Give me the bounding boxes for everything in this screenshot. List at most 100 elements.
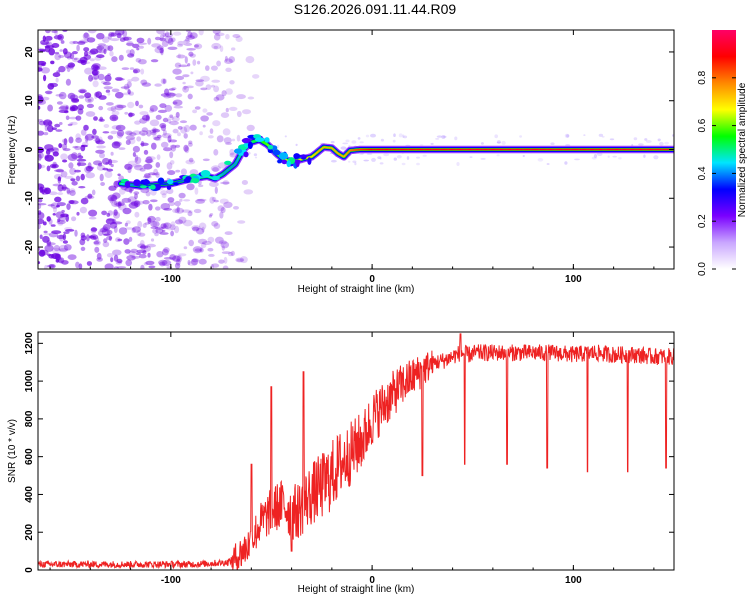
spectrogram-noise-blob <box>118 147 126 151</box>
spectrogram-noise-blob <box>213 33 221 41</box>
spectrogram-noise-blob <box>77 41 86 45</box>
colorbar-tick-label: 0.4 <box>697 166 708 180</box>
ridge-core-segment <box>311 154 314 158</box>
spectrogram-noise-blob <box>596 152 603 156</box>
spectrogram-noise-blob <box>69 106 76 112</box>
spectrogram-noise-blob <box>104 170 113 178</box>
spectrogram-noise-blob <box>44 154 49 159</box>
spectrogram-noise-blob <box>176 206 180 213</box>
spectrogram-noise-blob <box>44 264 48 269</box>
spectrogram-noise-blob <box>126 131 133 136</box>
spectrogram-noise-blob <box>155 216 161 222</box>
spectrogram-noise-blob <box>124 111 129 115</box>
spectrogram-noise-blob <box>644 138 648 141</box>
spectrogram-noise-blob <box>78 88 87 94</box>
spectrogram-noise-blob <box>114 104 124 111</box>
spectrogram-noise-blob <box>147 215 156 223</box>
spectrogram-noise-blob <box>96 164 105 171</box>
spectrogram-noise-blob <box>175 75 185 81</box>
spectrogram-noise-blob <box>48 218 53 225</box>
spectrogram-noise-blob <box>601 135 605 138</box>
ridge-core-segment <box>234 160 238 165</box>
spectrogram-noise-blob <box>44 244 54 252</box>
spectrogram-noise-blob <box>354 162 357 166</box>
spectrogram-noise-blob <box>145 191 151 197</box>
spectrogram-noise-blob <box>136 136 142 142</box>
spectrogram-noise-blob <box>117 173 121 177</box>
spectrogram-noise-blob <box>46 216 51 222</box>
spectrogram-noise-blob <box>100 182 105 186</box>
spectrogram-noise-blob <box>103 86 113 90</box>
spectrogram-noise-blob <box>435 138 440 140</box>
ridge-blob <box>143 179 150 185</box>
spectrogram-noise-blob <box>162 129 167 136</box>
spectrogram-noise-blob <box>38 203 42 210</box>
spectrogram-noise-blob <box>80 197 89 205</box>
spectrogram-noise-blob <box>147 217 152 224</box>
spectrogram-noise-blob <box>113 200 118 206</box>
spectrogram-noise-blob <box>209 213 214 216</box>
spectrogram-noise-blob <box>140 142 149 146</box>
spectrogram-noise-blob <box>219 198 229 204</box>
y-tick-label: 800 <box>24 410 35 427</box>
ridge-core-segment <box>340 154 343 157</box>
spectrogram-noise-blob <box>152 134 158 139</box>
spectrogram-noise-blob <box>164 88 170 96</box>
spectrogram-noise-blob <box>202 158 210 162</box>
spectrogram-noise-blob <box>456 162 460 166</box>
spectrogram-noise-blob <box>583 134 586 137</box>
spectrogram-noise-blob <box>85 111 96 117</box>
spectrogram-noise-blob <box>57 176 61 184</box>
ridge-blob <box>281 159 288 165</box>
spectrogram-noise-blob <box>195 79 205 82</box>
spectrogram-noise-blob <box>121 67 130 70</box>
spectrogram-noise-blob <box>169 151 174 159</box>
spectrogram-noise-blob <box>151 43 162 48</box>
spectrogram-noise-blob <box>127 101 135 109</box>
spectrogram-noise-blob <box>69 104 79 111</box>
spectrogram-noise-blob <box>44 90 53 95</box>
spectrogram-noise-blob <box>113 141 122 147</box>
spectrogram-noise-blob <box>179 120 188 124</box>
spectrogram-noise-blob <box>187 93 193 100</box>
spectrogram-noise-blob <box>161 133 172 139</box>
ridge-blob <box>241 137 252 144</box>
spectrogram-noise-blob <box>64 175 74 179</box>
x-tick-label: 100 <box>565 274 582 285</box>
ridge-core-segment <box>347 149 351 153</box>
spectrogram-noise-blob <box>178 64 189 68</box>
spectrogram-noise-blob <box>132 152 136 157</box>
spectrogram-scatter <box>38 30 674 269</box>
spectrogram-noise-blob <box>47 204 55 207</box>
spectrogram-noise-blob <box>136 47 140 51</box>
spectrogram-noise-blob <box>229 152 237 158</box>
spectrogram-noise-blob <box>430 142 434 145</box>
spectrogram-noise-blob <box>192 59 197 66</box>
spectrogram-noise-blob <box>168 201 176 207</box>
spectrogram-noise-blob <box>252 74 260 79</box>
spectrogram-noise-blob <box>223 137 232 144</box>
spectrogram-noise-blob <box>195 80 204 87</box>
spectrogram-noise-blob <box>43 230 48 234</box>
spectrogram-noise-blob <box>65 214 69 222</box>
spectrogram-noise-blob <box>205 84 212 90</box>
spectrogram-noise-blob <box>211 79 221 83</box>
spectrogram-noise-blob <box>90 227 98 232</box>
spectrogram-noise-blob <box>171 116 180 122</box>
spectrogram-noise-blob <box>110 32 117 37</box>
spectrogram-noise-blob <box>107 92 111 96</box>
spectrogram-noise-blob <box>63 231 70 235</box>
spectrogram-noise-blob <box>225 33 230 40</box>
spectrogram-noise-blob <box>184 146 190 154</box>
spectrogram-noise-blob <box>113 209 118 216</box>
spectrogram-noise-blob <box>38 47 42 51</box>
spectrogram-noise-blob <box>62 233 67 241</box>
spectrogram-noise-blob <box>566 134 570 138</box>
spectrogram-noise-blob <box>645 140 652 143</box>
spectrogram-noise-blob <box>214 186 218 194</box>
ridge-core-segment <box>219 174 223 177</box>
spectrogram-noise-blob <box>56 101 63 105</box>
ridge-blob <box>277 159 282 164</box>
spectrogram-noise-blob <box>138 254 147 259</box>
spectrogram-noise-blob <box>182 74 190 78</box>
